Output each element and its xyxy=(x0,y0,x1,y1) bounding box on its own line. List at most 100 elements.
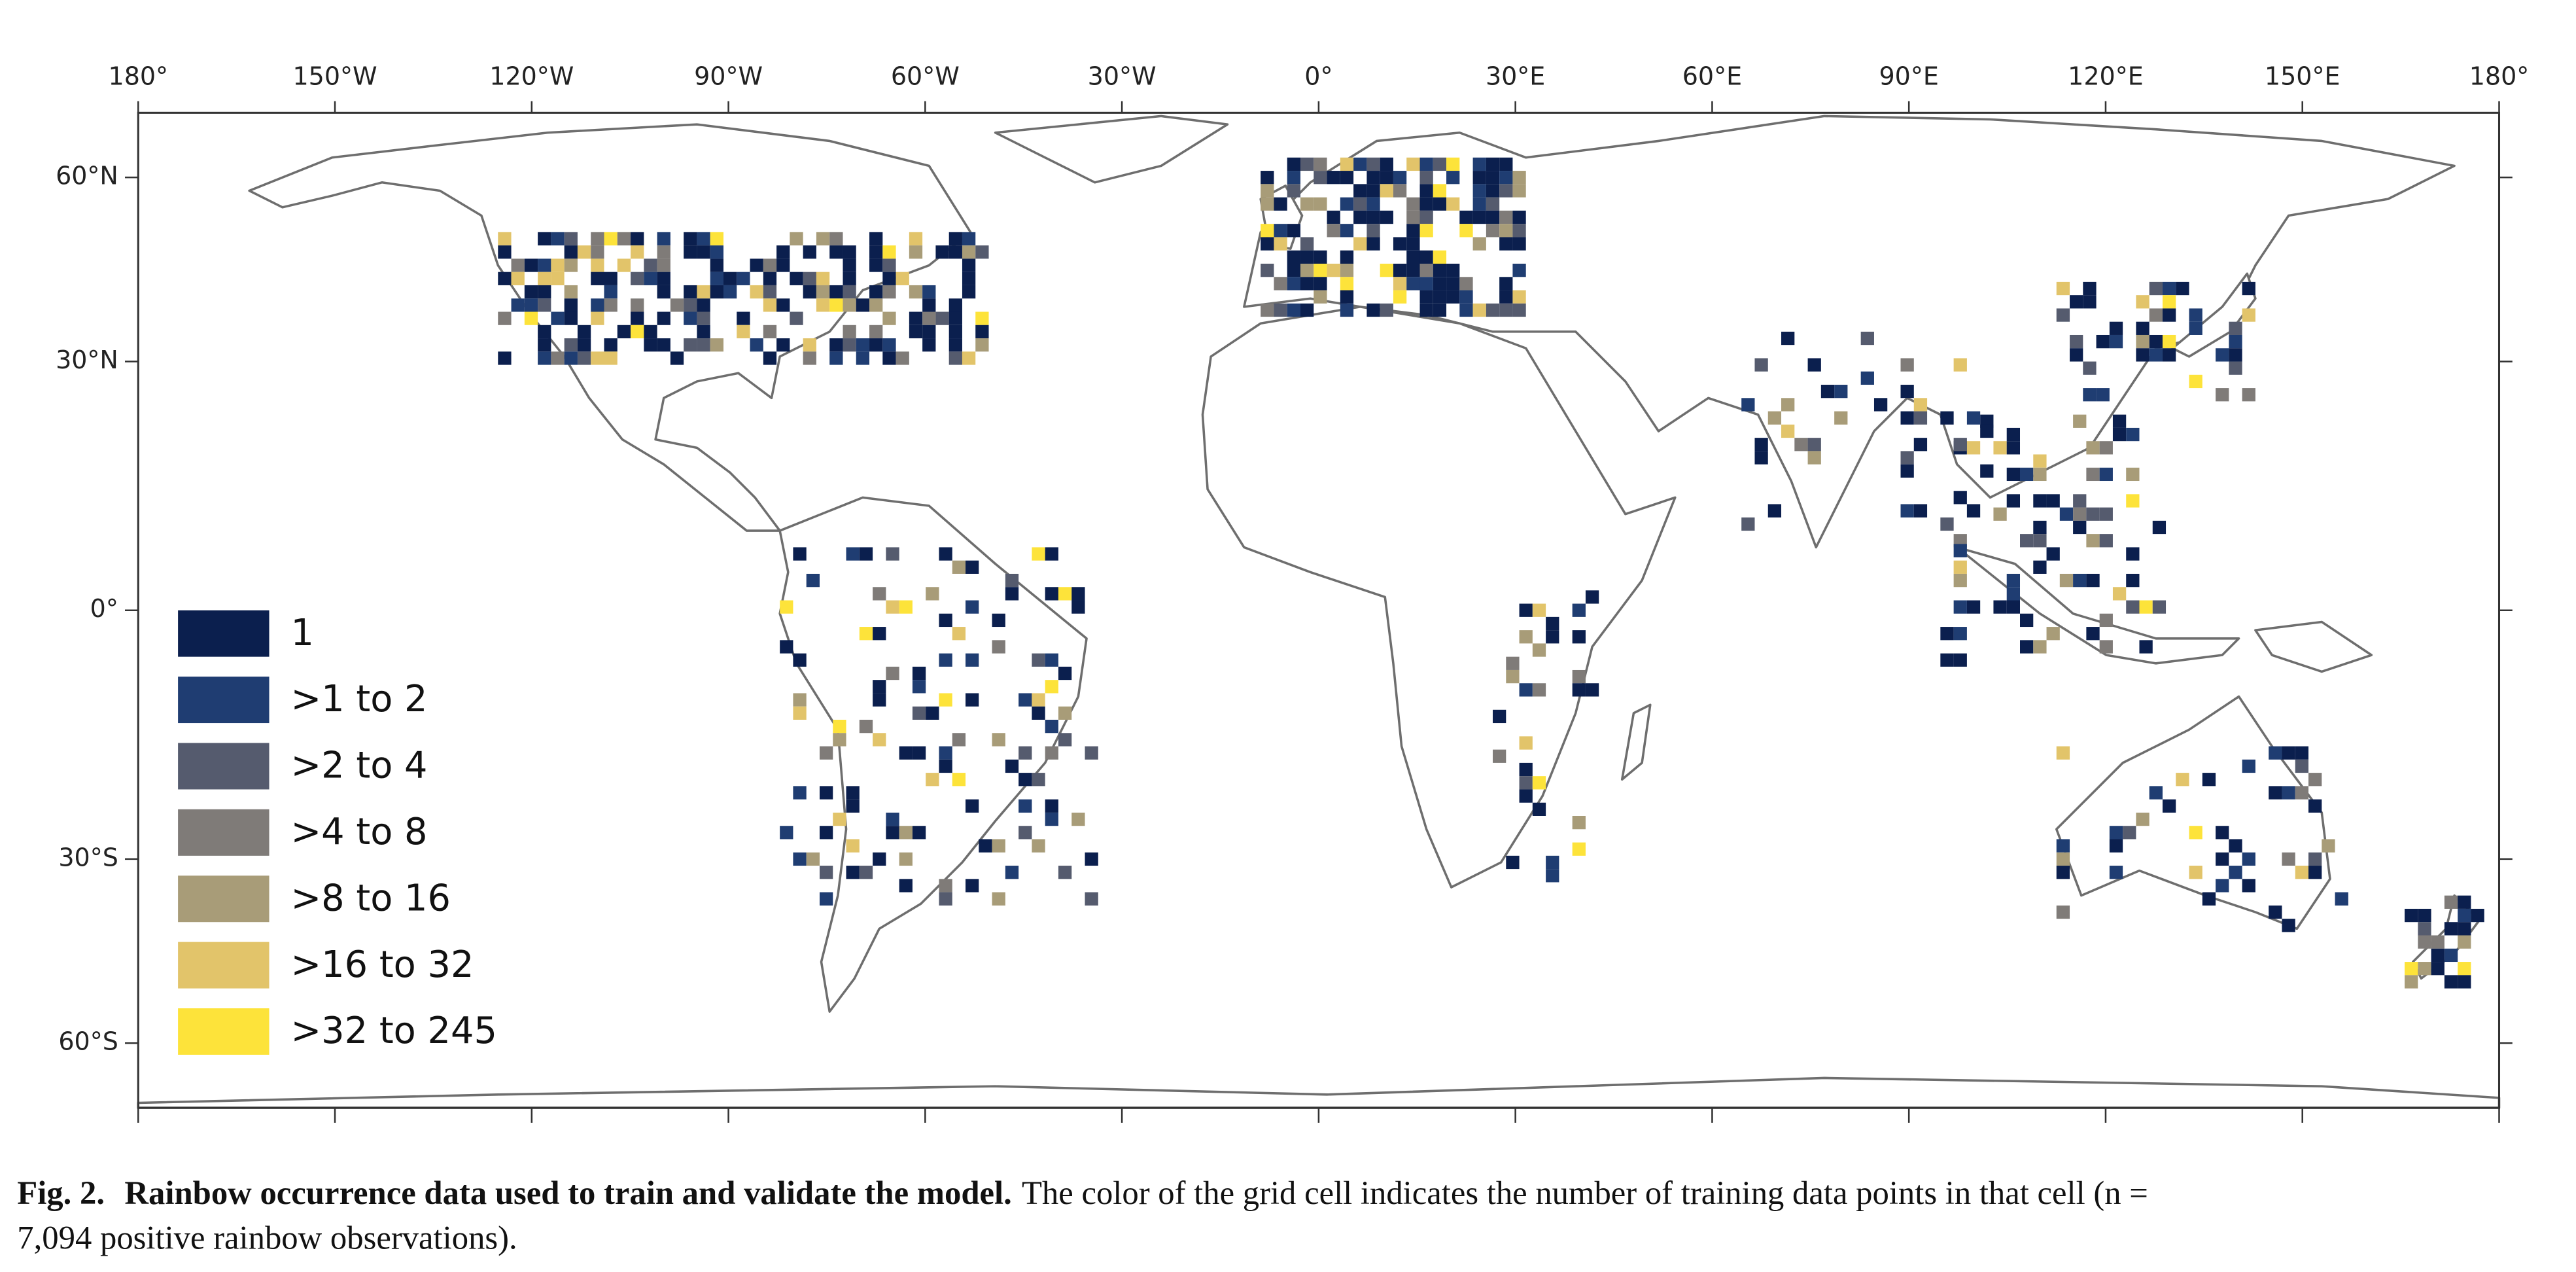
grid-cell xyxy=(750,338,763,352)
grid-cell xyxy=(2006,587,2021,601)
grid-cell xyxy=(1032,653,1045,667)
grid-cell xyxy=(882,258,896,272)
grid-cell xyxy=(1820,385,1835,398)
grid-cell xyxy=(2033,467,2047,482)
grid-cell xyxy=(1572,815,1586,830)
grid-cell xyxy=(1767,504,1782,518)
africa xyxy=(1201,306,1677,889)
grid-cell xyxy=(591,232,604,246)
grid-cell xyxy=(912,666,926,680)
grid-cell xyxy=(2073,573,2087,588)
south-america xyxy=(778,496,1088,1013)
grid-cell xyxy=(926,706,939,720)
grid-cell xyxy=(962,351,976,365)
grid-cell xyxy=(1532,802,1546,816)
grid-cell xyxy=(1486,197,1500,211)
grid-cell xyxy=(1353,210,1367,224)
grid-cell xyxy=(1380,263,1393,277)
grid-cell xyxy=(564,351,578,365)
grid-cell xyxy=(1071,587,1085,601)
grid-cell xyxy=(1300,237,1314,251)
grid-cell xyxy=(1860,371,1874,385)
grid-cell xyxy=(793,852,807,866)
grid-cell xyxy=(833,719,846,733)
grid-cell xyxy=(912,746,926,760)
grid-cell xyxy=(2126,573,2140,588)
grid-cell xyxy=(1419,171,1433,185)
legend-label: >32 to 245 xyxy=(290,1010,496,1052)
grid-cell xyxy=(564,311,578,325)
grid-cell xyxy=(617,258,631,272)
grid-cell xyxy=(1261,237,1274,251)
grid-cell xyxy=(819,786,833,800)
grid-cell xyxy=(2295,759,2309,773)
grid-cell xyxy=(1353,184,1367,198)
grid-cell xyxy=(949,338,962,352)
grid-cell xyxy=(1419,303,1433,317)
grid-cell xyxy=(1499,277,1513,291)
grid-cell xyxy=(631,298,644,312)
grid-cell xyxy=(1005,866,1019,879)
grid-cell xyxy=(992,640,1005,654)
grid-cell xyxy=(2162,334,2176,349)
grid-cell xyxy=(524,258,538,272)
grid-cell xyxy=(859,866,873,879)
grid-cell xyxy=(2109,321,2123,335)
grid-cell xyxy=(992,613,1005,627)
grid-cell xyxy=(2020,613,2034,627)
grid-cell xyxy=(939,879,952,892)
grid-cell xyxy=(829,232,843,246)
grid-cell xyxy=(1300,303,1314,317)
grid-cell xyxy=(922,338,936,352)
grid-cell xyxy=(1353,237,1367,251)
grid-cell xyxy=(1499,184,1513,198)
grid-cell xyxy=(710,272,723,285)
grid-cell xyxy=(2033,454,2047,468)
grid-cell xyxy=(551,232,565,246)
grid-cell xyxy=(2046,494,2060,508)
grid-cell xyxy=(2308,866,2322,879)
grid-cell xyxy=(1032,547,1045,561)
grid-cell xyxy=(617,232,631,246)
grid-cell xyxy=(1953,560,1967,574)
grid-cell xyxy=(2458,935,2471,949)
grid-cell xyxy=(2083,295,2097,309)
grid-cell xyxy=(2070,334,2083,349)
grid-cell xyxy=(2418,908,2431,923)
grid-cell xyxy=(1966,441,1981,455)
grid-cell xyxy=(2242,759,2255,773)
grid-cell xyxy=(2162,799,2176,813)
grid-cell xyxy=(1499,303,1513,317)
grid-cell xyxy=(1261,224,1274,238)
grid-cell xyxy=(793,706,807,720)
grid-cell xyxy=(1486,157,1500,171)
grid-cell xyxy=(1353,157,1367,171)
grid-cell xyxy=(1005,759,1019,773)
grid-cell xyxy=(1419,224,1433,238)
grid-cell xyxy=(1327,224,1340,238)
grid-cell xyxy=(1459,303,1473,317)
grid-cell xyxy=(2162,295,2176,309)
grid-cell xyxy=(1900,504,1914,518)
grid-cell xyxy=(1493,709,1506,724)
grid-cell xyxy=(2033,534,2047,548)
grid-cell xyxy=(2216,826,2229,839)
grid-cell xyxy=(816,232,830,246)
grid-cell xyxy=(829,338,843,352)
grid-cell xyxy=(2295,786,2309,800)
grid-cell xyxy=(697,285,710,299)
grid-cell xyxy=(935,245,949,259)
grid-cell xyxy=(2152,600,2167,614)
grid-cell xyxy=(2176,773,2189,786)
grid-cell xyxy=(1900,451,1914,465)
grid-cell xyxy=(2458,975,2471,989)
grid-cell xyxy=(591,298,604,312)
grid-cell xyxy=(2149,308,2163,322)
grid-cell xyxy=(631,232,644,246)
grid-cell xyxy=(631,245,644,259)
grid-cell xyxy=(684,311,697,325)
grid-cell xyxy=(1419,263,1433,277)
grid-cell xyxy=(1300,263,1314,277)
grid-cell xyxy=(793,547,807,561)
grid-cell xyxy=(538,325,551,339)
